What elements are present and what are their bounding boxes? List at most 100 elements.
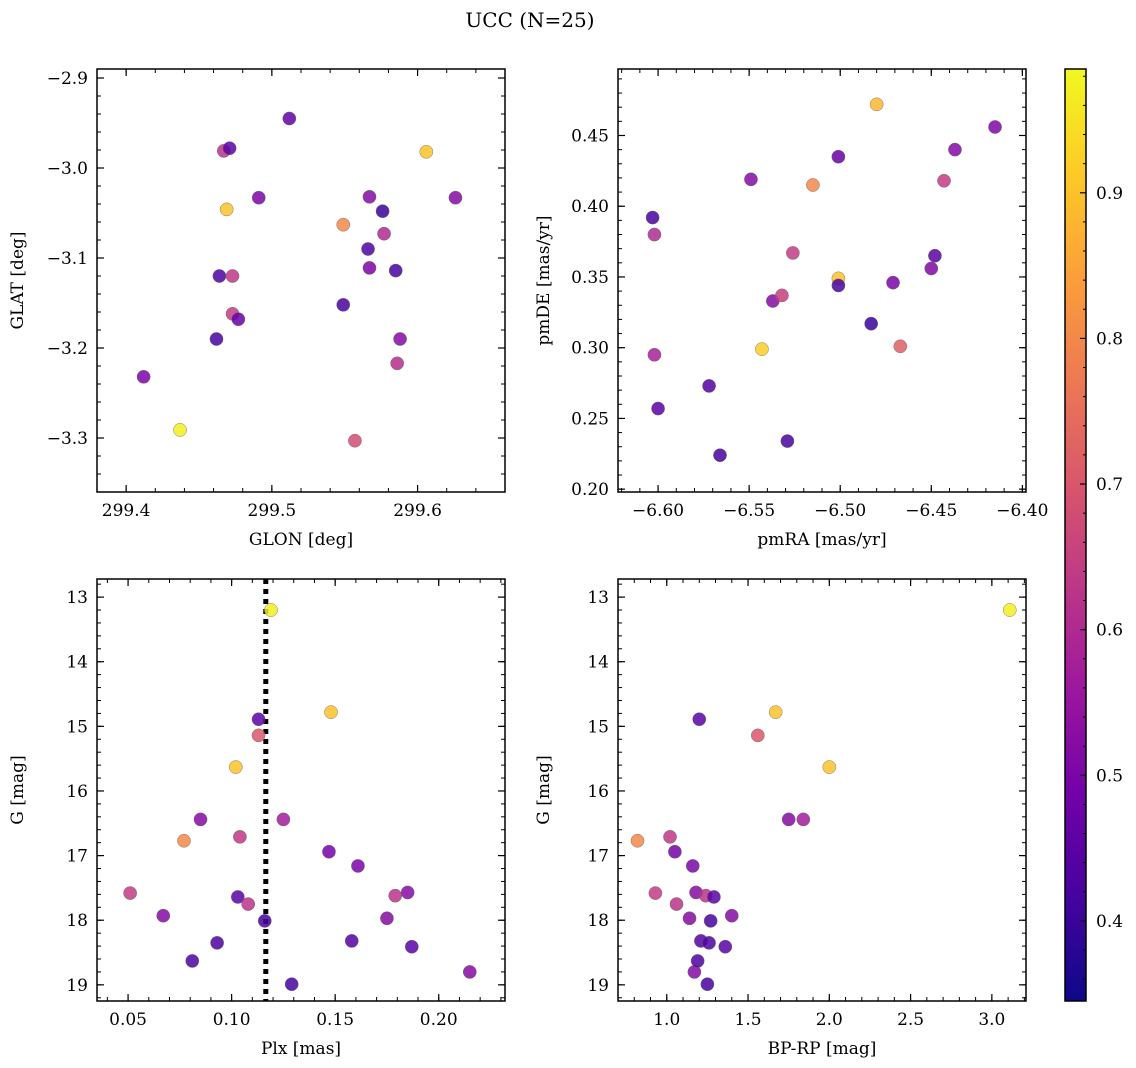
scatter-point (322, 844, 336, 859)
axes-frame (617, 578, 1027, 1002)
scatter-point (924, 261, 939, 276)
scatter-point (781, 812, 796, 827)
x-tick-label: 1.0 (653, 1010, 680, 1030)
scatter-point (264, 603, 278, 617)
scatter-point (241, 897, 256, 911)
scatter-point (344, 934, 359, 948)
scatter-point (377, 226, 391, 241)
x-tick-label: −6.60 (632, 501, 684, 521)
y-axis-label: GLAT [deg] (8, 231, 28, 329)
y-tick-label: −3.0 (47, 159, 88, 179)
x-tick-label: 299.5 (248, 501, 297, 521)
scatter-point (419, 144, 434, 159)
scatter-point (282, 111, 297, 126)
colorbar-tick-label: 0.9 (1096, 184, 1123, 204)
scatter-point (988, 120, 1002, 134)
scatter-point (233, 830, 247, 844)
scatter-point (361, 242, 375, 256)
scatter-point (775, 288, 789, 303)
y-tick-label: 0.20 (571, 480, 609, 500)
scatter-point (276, 812, 291, 827)
scatter-point (136, 369, 151, 384)
scatter-point (750, 728, 765, 743)
scatter-point (796, 812, 811, 827)
scatter-point (702, 935, 716, 950)
scatter-point (462, 965, 477, 979)
scatter-point (404, 939, 419, 954)
scatter-point (388, 263, 403, 278)
x-tick-label: 299.6 (393, 501, 442, 521)
scatter-point (647, 347, 662, 362)
y-tick-label: −3.1 (47, 249, 88, 269)
scatter-point (703, 914, 718, 928)
scatter-point (448, 190, 463, 205)
scatter-point (937, 173, 951, 188)
y-tick-label: 17 (66, 847, 88, 867)
scatter-point (156, 908, 171, 923)
x-tick-label: 1.5 (735, 1010, 762, 1030)
y-tick-label: 18 (66, 911, 88, 931)
x-axis-label: Plx [mas] (261, 1039, 341, 1059)
y-tick-label: 0.40 (571, 197, 609, 217)
ticks (618, 69, 1026, 492)
scatter-point (324, 705, 338, 719)
scatter-point (702, 379, 716, 393)
x-axis-label: pmRA [mas/yr] (757, 530, 886, 550)
panel-pm: −6.60 −6.55 −6.50 −6.45 −6.40 0.20 0.25 0.30 0.3… (534, 68, 1048, 550)
scatter-point (251, 712, 266, 727)
plot-area (630, 603, 1017, 992)
scatter-point (177, 833, 191, 848)
y-tick-label: 15 (587, 717, 609, 737)
scatter-point (692, 712, 707, 727)
scatter-point (400, 885, 415, 900)
scatter-point (362, 261, 377, 275)
y-tick-label: 13 (587, 588, 609, 608)
scatter-point (230, 890, 245, 904)
scatter-point (1002, 603, 1017, 617)
panel-cmd: 1.0 1.5 2.0 2.5 3.0 13 14 15 16 17 18 19 BP-RP [mag]… (534, 578, 1027, 1059)
scatter-point (284, 977, 299, 992)
ticks (617, 579, 1026, 1001)
scatter-point (928, 248, 942, 263)
scatter-point (225, 269, 240, 283)
colorbar-tick-label: 0.5 (1096, 766, 1123, 786)
panels: 299.4 299.5 299.6 −3.3 −3.2 −3.1 −3.0 −2.9 GLON … (8, 68, 1048, 1059)
x-tick-label: −6.40 (996, 501, 1048, 521)
scatter-point (780, 434, 795, 448)
scatter-point (724, 908, 739, 923)
ticks (97, 579, 505, 1001)
scatter-point (822, 760, 837, 774)
x-tick-label: 3.0 (978, 1010, 1005, 1030)
scatter-point (393, 332, 407, 346)
scatter-point (209, 332, 224, 346)
x-tick-label: 0.10 (213, 1010, 251, 1030)
x-axis-label: BP-RP [mag] (768, 1039, 877, 1059)
scatter-point (222, 141, 237, 156)
y-tick-label: −2.9 (47, 69, 88, 89)
scatter-point (193, 812, 208, 827)
scatter-point (886, 275, 900, 290)
axes-frame (96, 68, 506, 493)
y-axis-label: pmDE [mas/yr] (534, 215, 554, 345)
y-tick-label: 18 (587, 911, 609, 931)
scatter-point (685, 859, 700, 873)
panel-plx: 0.05 0.10 0.15 0.20 13 14 15 16 17 18 19 Plx [mas] G… (8, 578, 506, 1059)
x-tick-label: −6.50 (814, 501, 866, 521)
y-tick-label: 13 (66, 588, 88, 608)
scatter-point (668, 844, 682, 859)
y-tick-label: −3.2 (47, 339, 88, 359)
y-tick-label: 19 (66, 976, 88, 996)
x-tick-label: 0.20 (420, 1010, 458, 1030)
scatter-point (744, 172, 758, 187)
colorbar-tick-label: 0.7 (1096, 475, 1123, 495)
axes-frame (617, 68, 1027, 493)
scatter-point (647, 227, 662, 242)
scatter-point (336, 217, 351, 232)
scatter-point (864, 316, 879, 331)
scatter-point (388, 888, 403, 903)
scatter-point (831, 149, 846, 164)
x-tick-label: 2.0 (816, 1010, 843, 1030)
scatter-point (375, 204, 390, 219)
scatter-point (690, 954, 705, 968)
